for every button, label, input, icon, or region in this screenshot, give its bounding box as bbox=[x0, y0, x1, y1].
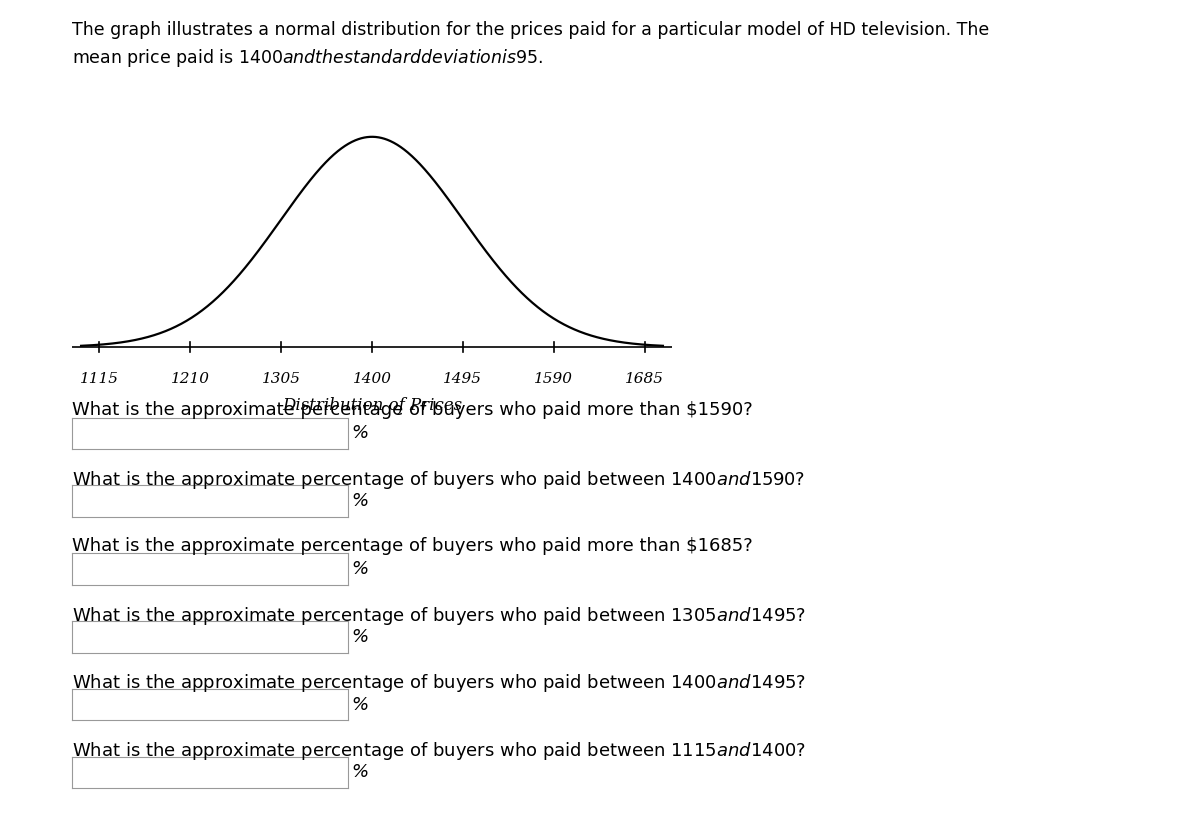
Text: What is the approximate percentage of buyers who paid between $1305 and $1495?: What is the approximate percentage of bu… bbox=[72, 605, 806, 627]
Text: %: % bbox=[352, 763, 368, 782]
Text: What is the approximate percentage of buyers who paid between $1400 and $1495?: What is the approximate percentage of bu… bbox=[72, 672, 806, 695]
Text: The graph illustrates a normal distribution for the prices paid for a particular: The graph illustrates a normal distribut… bbox=[72, 21, 989, 69]
X-axis label: Distribution of Prices: Distribution of Prices bbox=[282, 397, 462, 414]
Text: %: % bbox=[352, 424, 368, 442]
Text: What is the approximate percentage of buyers who paid between $1400 and $1590?: What is the approximate percentage of bu… bbox=[72, 469, 805, 491]
Text: %: % bbox=[352, 492, 368, 510]
Text: What is the approximate percentage of buyers who paid more than $1685?: What is the approximate percentage of bu… bbox=[72, 537, 752, 555]
Text: What is the approximate percentage of buyers who paid more than $1590?: What is the approximate percentage of bu… bbox=[72, 401, 752, 419]
Text: %: % bbox=[352, 628, 368, 646]
Text: %: % bbox=[352, 560, 368, 578]
Text: What is the approximate percentage of buyers who paid between $1115 and $1400?: What is the approximate percentage of bu… bbox=[72, 740, 806, 762]
Text: %: % bbox=[352, 696, 368, 714]
